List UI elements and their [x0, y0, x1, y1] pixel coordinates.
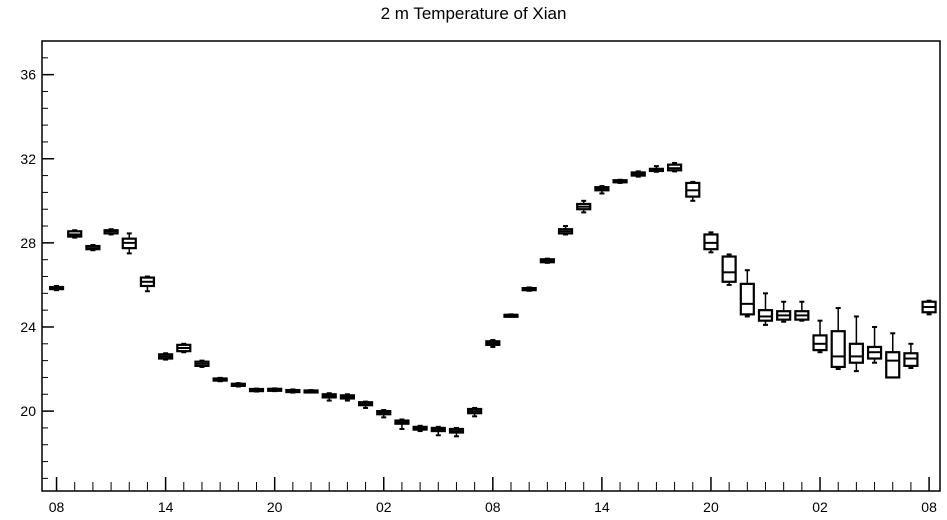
- box-plot: [412, 424, 428, 433]
- x-tick-label: 02: [812, 499, 828, 515]
- box: [812, 334, 828, 352]
- box-plot: [67, 229, 83, 239]
- y-tick-label: 24: [20, 319, 36, 335]
- box-plot: [903, 342, 919, 369]
- box-plot: [230, 382, 246, 388]
- box-plot: [630, 170, 646, 178]
- box-plot: [485, 339, 501, 348]
- box-plot: [830, 307, 846, 371]
- box: [703, 233, 719, 251]
- box: [757, 309, 774, 322]
- box-plot: [176, 342, 192, 354]
- x-tick-label: 08: [921, 499, 937, 515]
- y-tick-label: 20: [20, 403, 36, 419]
- y-tick-label: 32: [20, 151, 36, 167]
- box: [848, 342, 864, 364]
- box-plot: [521, 286, 537, 292]
- box-plot: [85, 243, 101, 252]
- x-tick-label: 02: [376, 499, 392, 515]
- box-plot: [594, 185, 610, 195]
- box-plot: [121, 232, 137, 255]
- x-tick-label: 08: [485, 499, 501, 515]
- axes: 20 24 28 32 36 08 14 20 02 08 14 20 02 08: [20, 40, 941, 515]
- box-plot: [430, 425, 446, 437]
- box-plot: [394, 418, 410, 430]
- box: [721, 255, 737, 283]
- box-plot: [885, 332, 901, 379]
- x-tick-label: 14: [594, 499, 610, 515]
- x-tick-label: 20: [267, 499, 283, 515]
- box-plot: [321, 392, 337, 402]
- box-plot: [467, 406, 483, 418]
- box-plot: [685, 180, 701, 202]
- box-plot: [576, 199, 592, 214]
- plot-frame: [41, 40, 941, 492]
- x-tick-label: 20: [703, 499, 719, 515]
- box-plot: [248, 387, 265, 393]
- chart-title: 2 m Temperature of Xian: [380, 4, 567, 23]
- box-plot: [448, 426, 465, 438]
- box: [830, 330, 846, 369]
- box-plot: [648, 165, 665, 173]
- box-plot: [666, 161, 683, 173]
- box-plot: [503, 313, 519, 318]
- box-plot: [539, 257, 555, 264]
- x-tick-label: 14: [158, 499, 174, 515]
- box-plot: [757, 292, 774, 326]
- box-plot: [921, 299, 937, 316]
- box-plot: [557, 225, 574, 236]
- box-plot: [721, 253, 737, 286]
- box: [885, 351, 901, 379]
- box-plot: [794, 300, 810, 322]
- box: [739, 282, 755, 316]
- box-plot: [139, 275, 156, 293]
- box-plot: [158, 352, 174, 361]
- box: [903, 352, 919, 367]
- box-plot: [703, 231, 719, 254]
- x-tick-label: 08: [49, 499, 65, 515]
- box-plot: [48, 284, 65, 292]
- y-tick-label: 28: [20, 235, 36, 251]
- box-plot: [376, 409, 392, 419]
- box-plot: [812, 319, 828, 354]
- box-plot: [285, 388, 301, 394]
- box-plot: [612, 178, 628, 184]
- y-tick-label: 36: [20, 67, 36, 83]
- box-plot: [866, 325, 883, 364]
- box-plot: [776, 300, 792, 323]
- box-plot: [357, 400, 374, 409]
- box-plot: [739, 269, 755, 318]
- box-plot: [267, 387, 283, 393]
- box-plot: [103, 228, 119, 236]
- box-plot: [339, 393, 355, 402]
- box-plot: [848, 315, 864, 373]
- boxes: [48, 161, 937, 438]
- box-plot: [303, 389, 319, 394]
- box-plot: [212, 376, 228, 383]
- box-plot: [194, 359, 210, 368]
